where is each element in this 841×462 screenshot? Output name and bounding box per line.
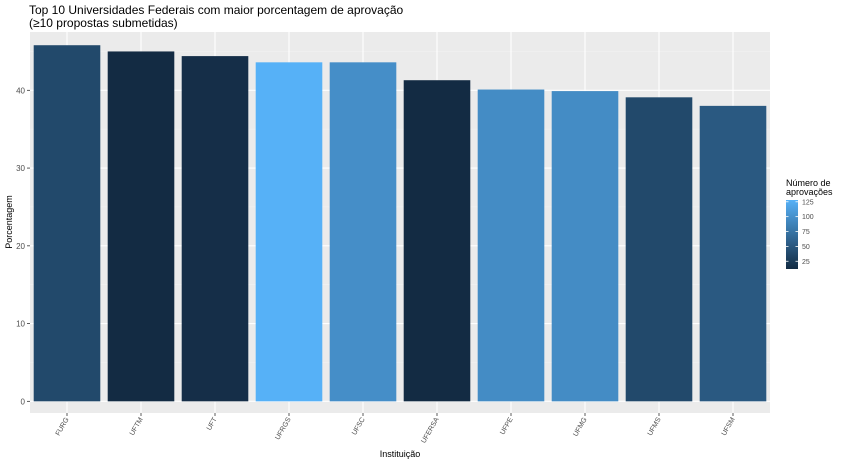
x-tick-label: UFTM bbox=[129, 416, 145, 436]
legend: Número de aprovações 125 100 75 50 25 bbox=[786, 178, 833, 269]
legend-tick-label: 125 bbox=[802, 199, 814, 206]
legend-ticks: 125 100 75 50 25 bbox=[786, 199, 814, 266]
bar-ufsm bbox=[699, 105, 767, 402]
y-tick-label: 0 bbox=[21, 397, 26, 406]
bar-ufrgs bbox=[255, 62, 323, 402]
legend-tick-label: 50 bbox=[802, 244, 810, 251]
bar-ufmg bbox=[551, 91, 619, 402]
bars bbox=[33, 45, 767, 402]
legend-tick-label: 75 bbox=[802, 229, 810, 236]
legend-tick-label: 100 bbox=[802, 214, 814, 221]
x-tick-label: UFERSA bbox=[420, 416, 440, 444]
bar-uft bbox=[181, 56, 249, 402]
x-tick-label: UFRGS bbox=[274, 416, 292, 441]
bar-ufms bbox=[625, 97, 693, 402]
y-axis-title: Porcentagem bbox=[4, 195, 14, 249]
legend-title-line-2: aprovações bbox=[786, 187, 833, 197]
bar-ufersa bbox=[403, 80, 471, 402]
x-tick-label: UFMS bbox=[647, 416, 663, 437]
y-tick-label: 40 bbox=[16, 86, 25, 95]
y-tick-label: 10 bbox=[16, 320, 25, 329]
x-tick-label: UFT bbox=[206, 416, 219, 432]
x-axis-title: Instituição bbox=[380, 449, 421, 459]
x-tick-label: FURG bbox=[55, 417, 71, 438]
y-axis-ticks: 0 10 20 30 40 bbox=[16, 86, 30, 406]
x-tick-label: UFSC bbox=[351, 417, 367, 437]
x-tick-label: UFSM bbox=[721, 416, 737, 437]
x-tick-label: UFMG bbox=[572, 417, 588, 438]
legend-title-line-1: Número de bbox=[786, 178, 831, 188]
y-tick-label: 20 bbox=[16, 242, 25, 251]
bar-furg bbox=[33, 45, 101, 402]
bar-ufsc bbox=[329, 62, 397, 402]
x-axis-ticks: FURG UFTM UFT UFRGS UFSC UFERSA UFPE UFMG UFMS UF… bbox=[55, 413, 737, 445]
x-tick-label: UFPE bbox=[499, 416, 515, 436]
bar-ufpe bbox=[477, 89, 545, 402]
chart-title-line-2: (≥10 propostas submetidas) bbox=[29, 16, 178, 30]
y-tick-label: 30 bbox=[16, 164, 25, 173]
legend-tick-label: 25 bbox=[802, 259, 810, 266]
bar-uftm bbox=[107, 51, 175, 402]
chart-title-line-1: Top 10 Universidades Federais com maior … bbox=[29, 3, 404, 17]
legend-colorbar bbox=[786, 200, 798, 269]
